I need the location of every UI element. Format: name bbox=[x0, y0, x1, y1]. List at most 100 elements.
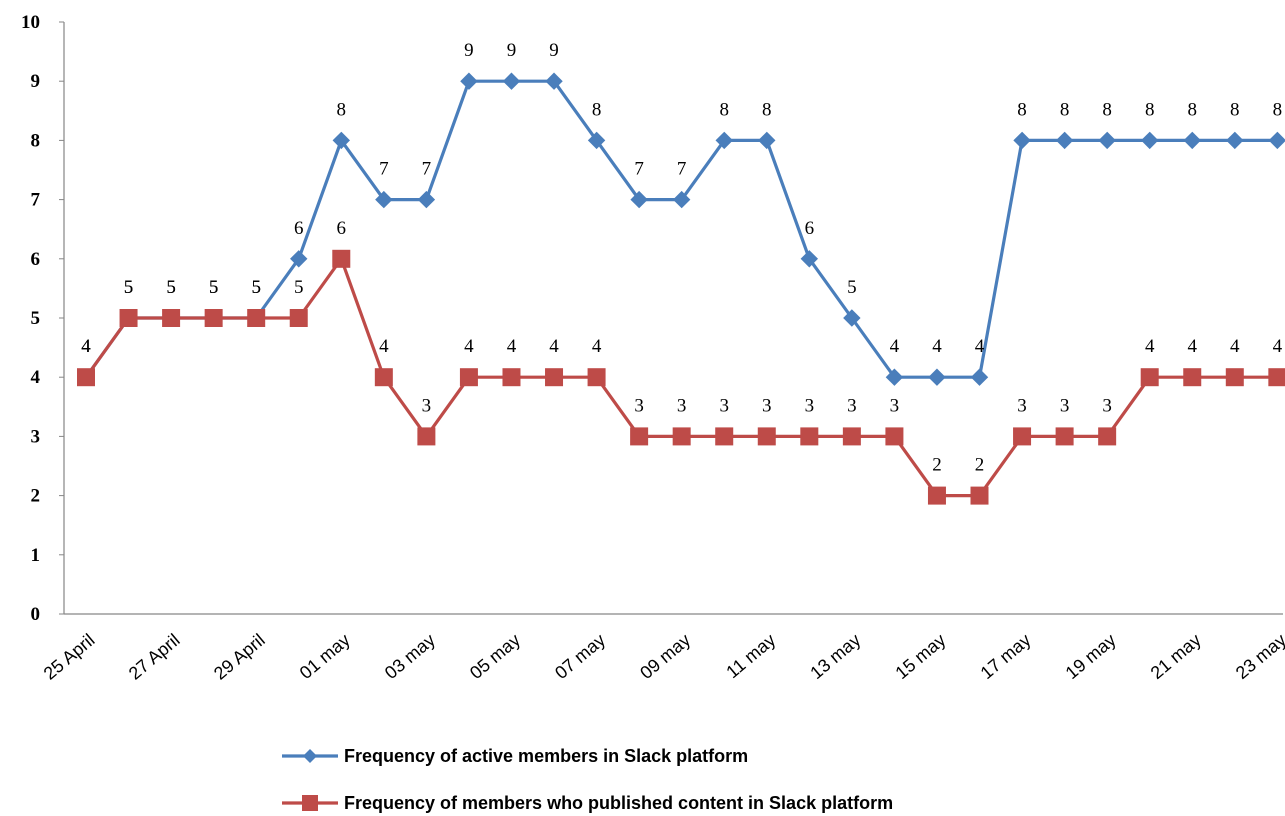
x-tick-label: 21 may bbox=[1147, 630, 1205, 683]
data-point-diamond bbox=[375, 190, 393, 209]
data-label: 3 bbox=[677, 395, 687, 416]
data-label: 3 bbox=[1102, 395, 1112, 416]
data-point-square bbox=[715, 427, 734, 446]
data-label: 4 bbox=[1230, 336, 1240, 357]
data-point-diamond bbox=[587, 131, 606, 150]
data-label: 5 bbox=[166, 277, 176, 298]
data-label: 3 bbox=[805, 395, 815, 416]
series-layer bbox=[77, 72, 1285, 505]
data-label: 3 bbox=[422, 395, 432, 416]
data-point-diamond bbox=[758, 131, 776, 150]
data-point-square bbox=[757, 427, 776, 446]
data-label: 8 bbox=[592, 99, 602, 120]
data-point-square bbox=[1140, 368, 1159, 387]
data-point-diamond bbox=[1183, 131, 1201, 150]
data-point-square bbox=[842, 427, 861, 446]
data-label: 4 bbox=[1187, 336, 1197, 357]
data-label: 6 bbox=[337, 218, 347, 239]
data-label: 8 bbox=[1230, 99, 1240, 120]
x-tick-label: 15 may bbox=[891, 630, 949, 683]
data-point-square bbox=[332, 249, 351, 268]
legend-item-published: Frequency of members who published conte… bbox=[282, 793, 893, 813]
data-label: 8 bbox=[1102, 99, 1112, 120]
x-tick-label: 03 may bbox=[381, 630, 439, 683]
data-label: 5 bbox=[251, 277, 261, 298]
data-point-diamond bbox=[630, 190, 648, 209]
data-label: 9 bbox=[549, 40, 559, 61]
data-point-diamond bbox=[1226, 131, 1244, 150]
data-point-diamond bbox=[672, 190, 691, 209]
data-label: 8 bbox=[1273, 99, 1283, 120]
data-label: 5 bbox=[166, 277, 176, 298]
legend-label-published: Frequency of members who published conte… bbox=[344, 793, 893, 813]
data-label: 3 bbox=[847, 395, 857, 416]
data-label: 9 bbox=[464, 40, 474, 61]
data-point-square bbox=[885, 427, 904, 446]
data-label: 7 bbox=[677, 159, 687, 180]
data-point-square bbox=[289, 309, 308, 327]
data-point-diamond bbox=[290, 250, 308, 268]
data-label: 4 bbox=[1273, 336, 1283, 357]
y-tick-label: 1 bbox=[31, 545, 41, 566]
data-point-square bbox=[630, 427, 649, 446]
y-tick-label: 10 bbox=[21, 12, 40, 33]
x-tick-label: 01 may bbox=[296, 630, 354, 683]
data-point-square bbox=[1098, 427, 1117, 446]
data-label: 3 bbox=[719, 395, 729, 416]
y-tick-label: 5 bbox=[31, 308, 41, 329]
data-label: 3 bbox=[762, 395, 772, 416]
data-point-diamond bbox=[800, 250, 819, 268]
data-label: 7 bbox=[634, 159, 644, 180]
data-label: 8 bbox=[1017, 99, 1027, 120]
data-point-diamond bbox=[460, 72, 478, 90]
x-tick-label: 07 may bbox=[551, 630, 609, 683]
x-tick-label: 23 may bbox=[1232, 630, 1285, 683]
data-label: 4 bbox=[464, 336, 474, 357]
y-tick-label: 2 bbox=[31, 486, 41, 507]
y-tick-label: 4 bbox=[31, 367, 41, 388]
data-label: 5 bbox=[124, 277, 134, 298]
data-label: 8 bbox=[1060, 99, 1070, 120]
data-label: 3 bbox=[890, 395, 900, 416]
data-label: 5 bbox=[124, 277, 134, 298]
x-tick-label: 05 may bbox=[466, 630, 524, 683]
data-point-square bbox=[119, 309, 138, 327]
x-tick-label: 29 April bbox=[210, 630, 269, 684]
data-point-square bbox=[502, 368, 521, 387]
data-label: 4 bbox=[507, 336, 517, 357]
data-label: 3 bbox=[1060, 395, 1070, 416]
y-tick-label: 8 bbox=[31, 130, 41, 151]
data-label: 5 bbox=[209, 277, 219, 298]
data-label: 4 bbox=[81, 336, 91, 357]
y-tick-label: 3 bbox=[31, 426, 41, 447]
data-point-square bbox=[927, 486, 946, 505]
x-tick-label: 27 April bbox=[125, 630, 184, 684]
data-label: 8 bbox=[762, 99, 772, 120]
data-point-square bbox=[417, 427, 436, 446]
data-point-square bbox=[77, 368, 95, 387]
data-label: 3 bbox=[634, 395, 644, 416]
data-point-square bbox=[1183, 368, 1202, 387]
data-label: 2 bbox=[932, 455, 942, 476]
series-line bbox=[84, 257, 1278, 498]
data-point-square bbox=[1013, 427, 1032, 446]
data-point-square bbox=[672, 427, 691, 446]
data-label: 5 bbox=[294, 277, 304, 298]
legend-marker-square bbox=[302, 795, 318, 811]
data-label: 5 bbox=[209, 277, 219, 298]
data-point-diamond bbox=[885, 368, 904, 386]
data-point-diamond bbox=[545, 72, 563, 90]
data-label: 4 bbox=[932, 336, 942, 357]
data-point-square bbox=[970, 486, 989, 505]
data-point-diamond bbox=[1055, 131, 1074, 150]
y-tick-label: 9 bbox=[31, 71, 41, 92]
data-point-diamond bbox=[417, 190, 436, 209]
data-label: 6 bbox=[294, 218, 304, 239]
data-label: 4 bbox=[379, 336, 389, 357]
x-tick-label: 09 may bbox=[636, 630, 694, 683]
data-label: 5 bbox=[251, 277, 261, 298]
data-point-square bbox=[204, 309, 223, 327]
y-tick-label: 6 bbox=[31, 249, 41, 270]
